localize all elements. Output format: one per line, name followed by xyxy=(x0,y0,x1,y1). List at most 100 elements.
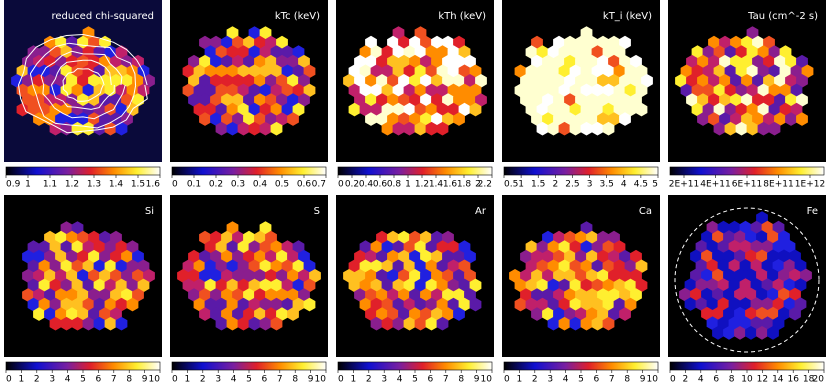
map-cell xyxy=(690,268,702,283)
map-cell xyxy=(558,64,571,79)
map-cell xyxy=(199,230,211,245)
colorbar-tick-label: 0.1 xyxy=(187,180,201,190)
map-cell xyxy=(38,259,51,274)
map-cell xyxy=(558,259,571,274)
map-cell xyxy=(431,93,443,107)
colorbar xyxy=(503,166,659,176)
map-cell xyxy=(237,297,250,312)
map-cell xyxy=(243,35,255,50)
map-cell xyxy=(717,220,730,235)
map-cell xyxy=(270,297,283,312)
map-cell xyxy=(520,249,532,264)
map-cell xyxy=(27,102,40,117)
map-cell xyxy=(232,74,244,88)
map-cell xyxy=(630,269,642,283)
map-cell xyxy=(348,83,361,98)
map-cell xyxy=(695,297,708,311)
map-cell xyxy=(619,54,631,69)
map-cell xyxy=(210,269,222,283)
map-cell xyxy=(226,83,239,98)
map-cell xyxy=(265,249,277,264)
panel: Si 0 1 2 3 4 5 6 7 8 9 10 xyxy=(4,195,162,385)
map-cell xyxy=(71,240,84,254)
map-cell xyxy=(547,259,560,274)
map-cell xyxy=(71,221,84,235)
map-cell xyxy=(387,307,399,321)
map-cell xyxy=(734,306,746,321)
colorbar-tick-label: 20 xyxy=(813,375,825,385)
map-cell xyxy=(701,306,713,321)
map-cell xyxy=(458,297,471,312)
map-cell xyxy=(199,249,211,264)
map-cell xyxy=(232,35,244,50)
map-cell xyxy=(93,102,106,117)
map-cell xyxy=(558,278,571,293)
map-cell xyxy=(403,64,416,79)
map-cell xyxy=(564,112,576,126)
colorbar-tick-label: 4 xyxy=(397,375,403,385)
map-cell xyxy=(104,259,117,274)
map-cell xyxy=(221,112,233,126)
map-cell xyxy=(370,102,383,117)
map-cell xyxy=(66,230,78,245)
map-cell xyxy=(270,121,283,136)
map-cell xyxy=(635,278,648,293)
map-cell xyxy=(66,74,78,88)
map-cell xyxy=(381,102,394,117)
map-cell xyxy=(110,269,122,283)
map-cell xyxy=(697,93,709,107)
map-cell xyxy=(88,74,100,88)
map-cell xyxy=(735,121,748,136)
map-cell xyxy=(392,64,405,79)
map-cell xyxy=(774,112,786,126)
map-cell xyxy=(712,306,724,321)
map-cell xyxy=(292,297,305,312)
map-cell xyxy=(82,64,95,79)
map-cell xyxy=(586,35,598,50)
map-cell xyxy=(237,45,250,59)
map-cell xyxy=(431,74,443,88)
map-cell xyxy=(88,307,100,321)
map-cell xyxy=(60,221,73,235)
map-cell xyxy=(624,278,637,293)
map-cell xyxy=(514,83,527,98)
colorbar-tick-label: 10 xyxy=(149,375,161,385)
map-cell xyxy=(38,102,51,117)
map-cell xyxy=(619,74,631,88)
map-cell xyxy=(586,269,598,283)
map-cell xyxy=(93,316,106,331)
map-cell xyxy=(359,64,372,79)
map-cell xyxy=(365,288,377,302)
map-cell xyxy=(564,230,576,245)
map-cell xyxy=(93,45,106,59)
map-cell xyxy=(77,269,89,283)
map-cell xyxy=(697,74,709,88)
map-cell xyxy=(348,259,361,274)
map-cell xyxy=(292,278,305,293)
map-cell xyxy=(292,240,305,254)
map-cell xyxy=(569,297,582,312)
map-cell xyxy=(137,259,150,274)
map-cell xyxy=(431,35,443,50)
colorbar-tick-label: 0 xyxy=(338,180,344,190)
map-cell xyxy=(82,45,95,59)
map-cell xyxy=(132,288,144,302)
map-cell xyxy=(553,230,565,245)
map-cell xyxy=(22,249,34,264)
map-cell xyxy=(16,102,29,117)
map-cell xyxy=(800,268,812,283)
map-cell xyxy=(458,45,471,59)
map-cell xyxy=(750,239,763,254)
map-cell xyxy=(608,288,620,302)
map-cell xyxy=(602,259,615,274)
map-cell xyxy=(575,112,587,126)
panel: Ar 0 1 2 3 4 5 6 7 8 9 10 xyxy=(336,195,494,385)
map-cell xyxy=(376,230,388,245)
map-cell xyxy=(237,316,250,331)
map-cell xyxy=(221,230,233,245)
map-cell xyxy=(420,288,432,302)
map-cell xyxy=(691,64,704,79)
map-cell xyxy=(613,102,626,117)
map-cell xyxy=(49,297,62,312)
map-cell xyxy=(66,307,78,321)
